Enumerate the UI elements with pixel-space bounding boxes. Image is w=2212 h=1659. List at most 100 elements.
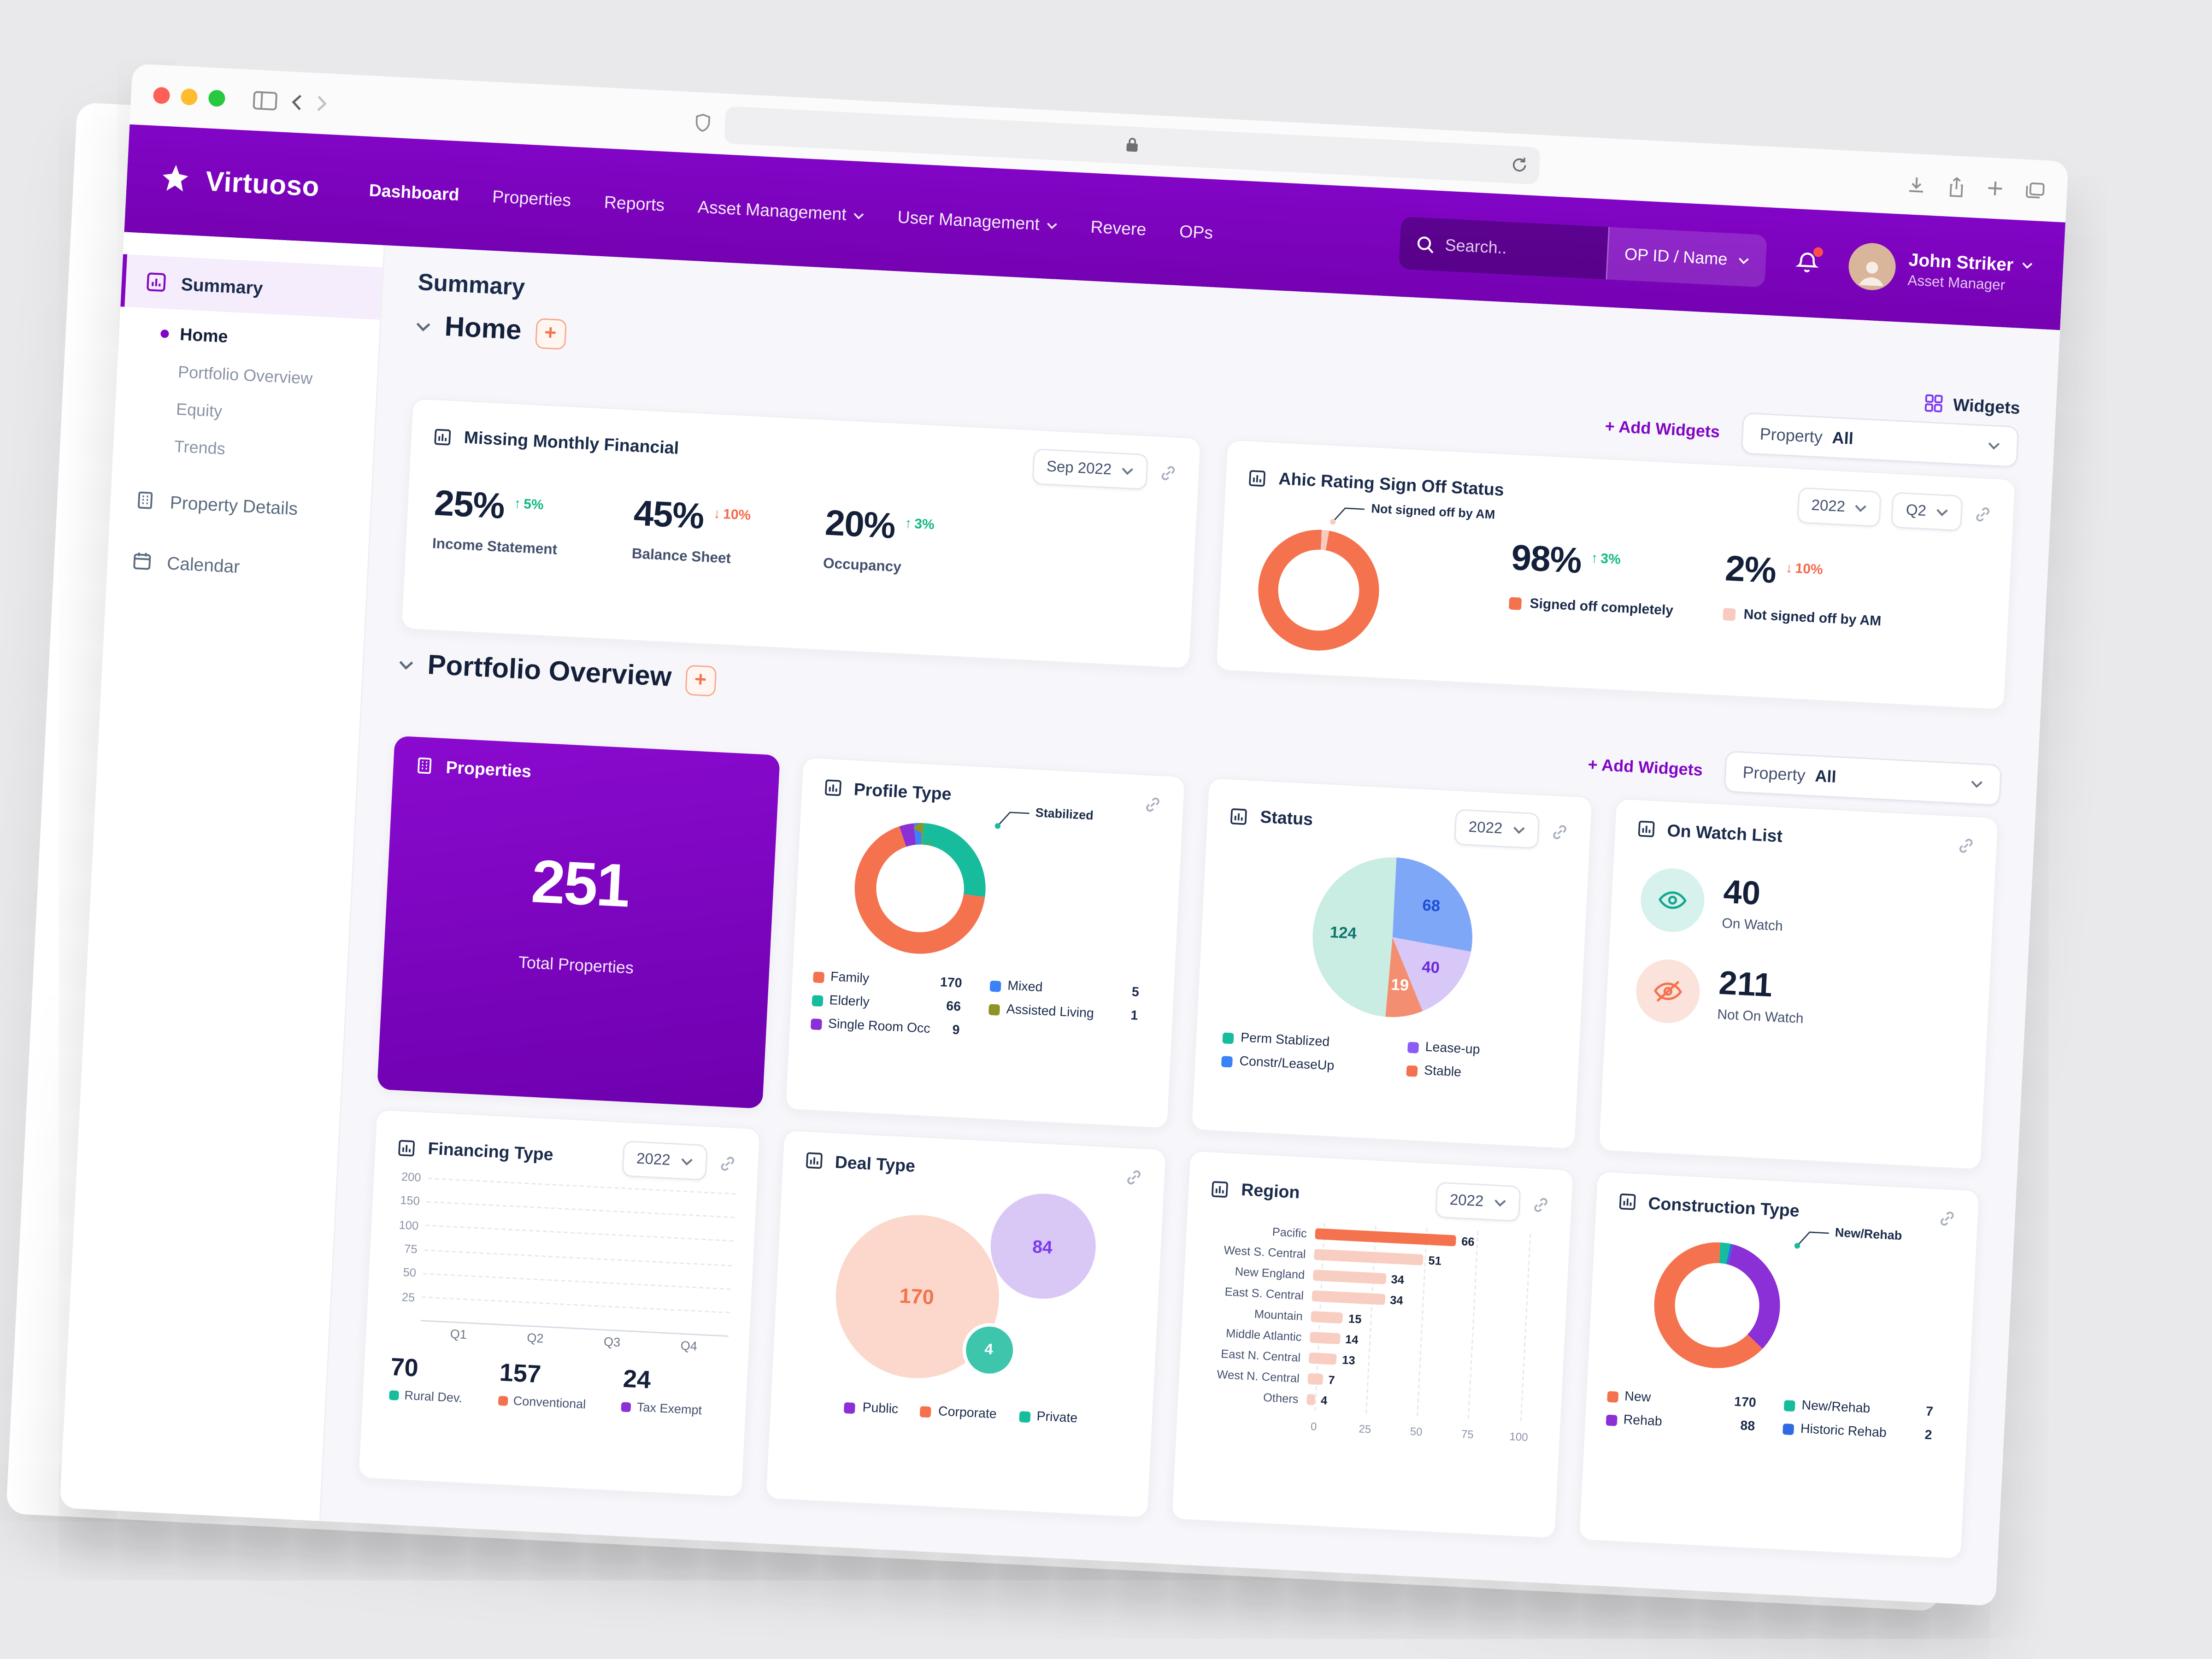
link-icon[interactable] bbox=[717, 1153, 737, 1174]
widget-title: Missing Monthly Financial bbox=[463, 428, 680, 458]
property-filter-select[interactable]: Property All bbox=[1741, 412, 2019, 468]
browser-sidebar-icon[interactable] bbox=[252, 90, 278, 111]
donut-segment bbox=[854, 823, 985, 954]
sidebar-item-property-details[interactable]: Property Details bbox=[109, 472, 371, 538]
add-widgets-link[interactable]: + Add Widgets bbox=[1604, 416, 1721, 442]
delta-badge: ↓ 10% bbox=[713, 507, 751, 524]
nav-dashboard[interactable]: Dashboard bbox=[368, 181, 460, 205]
notification-badge bbox=[1813, 247, 1824, 258]
zoom-window-button[interactable] bbox=[208, 89, 226, 107]
link-icon[interactable] bbox=[1973, 504, 1993, 524]
widget-profile-type: Profile Type Stabilized Fa bbox=[783, 756, 1186, 1130]
nav-revere[interactable]: Revere bbox=[1090, 217, 1147, 240]
search-input[interactable] bbox=[1444, 235, 1570, 261]
link-icon[interactable] bbox=[1158, 463, 1178, 483]
status-legend: Perm Stablized Lease-up Constr/LeaseUp S… bbox=[1216, 1030, 1558, 1085]
ahic-donut-chart bbox=[1249, 521, 1388, 660]
construction-donut-chart bbox=[1644, 1233, 1789, 1378]
widget-chart-icon bbox=[1618, 1193, 1635, 1210]
profile-type-legend: Family 170 Mixed 5 Elderly 66 Assisted Livi… bbox=[810, 969, 1153, 1048]
legend-item: Lease-up bbox=[1407, 1039, 1553, 1062]
quarter-select[interactable]: Q2 bbox=[1891, 492, 1963, 532]
sidebar-item-calendar[interactable]: Calendar bbox=[106, 533, 369, 599]
link-icon[interactable] bbox=[1124, 1166, 1144, 1187]
link-icon[interactable] bbox=[1530, 1195, 1550, 1215]
bar bbox=[1312, 1269, 1386, 1284]
link-icon[interactable] bbox=[1937, 1208, 1957, 1228]
widget-title: On Watch List bbox=[1666, 820, 1783, 846]
nav-ops[interactable]: OPs bbox=[1179, 222, 1214, 243]
donut-segment bbox=[1653, 1242, 1780, 1368]
close-window-button[interactable] bbox=[153, 87, 171, 105]
sidebar-item-summary[interactable]: Summary bbox=[120, 254, 383, 320]
traffic-lights bbox=[153, 87, 226, 107]
widget-financing-type: Financing Type 2022 200 150 100 75 50 25 Q1 Q2 Q… bbox=[357, 1108, 761, 1498]
reload-icon[interactable] bbox=[1510, 155, 1529, 174]
downloads-icon[interactable] bbox=[1906, 174, 1927, 194]
notifications-button[interactable] bbox=[1793, 247, 1824, 278]
nav-reports[interactable]: Reports bbox=[603, 193, 665, 215]
widget-chart-icon bbox=[805, 1152, 822, 1169]
delta-badge: ↑ 3% bbox=[904, 517, 935, 534]
building-icon bbox=[137, 491, 153, 509]
widget-region: Region 2022 Pacific 66 West S. Central 51 Ne… bbox=[1171, 1150, 1574, 1540]
legend-item: Mixed 5 bbox=[989, 978, 1153, 1001]
year-select[interactable]: 2022 bbox=[1453, 809, 1540, 849]
add-portfolio-widget-button[interactable]: + bbox=[684, 664, 717, 696]
search-filter-select[interactable]: OP ID / Name bbox=[1605, 227, 1768, 288]
add-widgets-link[interactable]: + Add Widgets bbox=[1587, 754, 1703, 780]
nav-properties[interactable]: Properties bbox=[492, 187, 572, 211]
link-icon[interactable] bbox=[1956, 835, 1976, 855]
metric-income-statement: 25% ↑ 5% Income Statement bbox=[432, 482, 558, 559]
summary-icon bbox=[147, 272, 166, 292]
bar bbox=[666, 1332, 676, 1333]
app-header: Virtuoso Dashboard Properties Reports As… bbox=[124, 124, 2065, 330]
new-tab-icon[interactable] bbox=[1987, 180, 2004, 197]
svg-text:40: 40 bbox=[1422, 959, 1440, 977]
legend-item: Public bbox=[844, 1400, 899, 1418]
link-icon[interactable] bbox=[1549, 822, 1569, 842]
virtuoso-logo-icon bbox=[163, 165, 188, 192]
tab-overview-icon[interactable] bbox=[2025, 182, 2045, 199]
widget-properties[interactable]: Properties 251 Total Properties bbox=[377, 735, 780, 1109]
collapse-home-icon[interactable] bbox=[415, 322, 431, 332]
bar bbox=[606, 1329, 616, 1330]
chevron-down-icon bbox=[1971, 781, 1983, 788]
add-home-widget-button[interactable]: + bbox=[534, 317, 566, 349]
chevron-down-icon bbox=[680, 1158, 692, 1166]
section-title-home: Home bbox=[444, 312, 523, 347]
user-menu[interactable]: John Striker Asset Manager bbox=[1847, 242, 2033, 298]
address-bar[interactable] bbox=[724, 105, 1541, 184]
minimize-window-button[interactable] bbox=[180, 88, 198, 106]
chevron-down-icon bbox=[1855, 505, 1867, 512]
nav-asset-management[interactable]: Asset Management bbox=[697, 197, 865, 225]
calendar-icon bbox=[133, 552, 151, 570]
property-filter-select[interactable]: Property All bbox=[1724, 750, 2002, 806]
widget-chart-icon bbox=[1637, 820, 1654, 837]
chevron-down-icon bbox=[1047, 222, 1057, 229]
back-icon[interactable] bbox=[291, 94, 303, 111]
user-role: Asset Manager bbox=[1907, 271, 2006, 294]
brand[interactable]: Virtuoso bbox=[156, 162, 320, 206]
period-select[interactable]: Sep 2022 bbox=[1031, 448, 1148, 490]
nav-user-management[interactable]: User Management bbox=[897, 207, 1058, 235]
widget-title: Financing Type bbox=[427, 1139, 554, 1165]
donut-segment bbox=[1258, 529, 1379, 651]
search-icon bbox=[1417, 235, 1433, 253]
bar bbox=[1311, 1310, 1343, 1323]
chevron-down-icon bbox=[1494, 1199, 1506, 1207]
collapse-portfolio-icon[interactable] bbox=[398, 660, 414, 671]
bar bbox=[448, 1321, 458, 1322]
search-field[interactable] bbox=[1398, 216, 1608, 280]
link-icon[interactable] bbox=[1143, 794, 1163, 814]
share-icon[interactable] bbox=[1947, 176, 1965, 197]
year-select[interactable]: 2022 bbox=[1796, 487, 1882, 528]
year-select[interactable]: 2022 bbox=[622, 1140, 707, 1181]
widget-chart-icon bbox=[824, 779, 841, 796]
shield-icon[interactable] bbox=[694, 113, 712, 133]
widget-title: Properties bbox=[445, 757, 532, 781]
widgets-button[interactable]: Widgets bbox=[1922, 392, 2021, 418]
year-select[interactable]: 2022 bbox=[1435, 1182, 1521, 1222]
widget-chart-icon bbox=[1230, 807, 1247, 824]
forward-icon[interactable] bbox=[316, 95, 328, 112]
